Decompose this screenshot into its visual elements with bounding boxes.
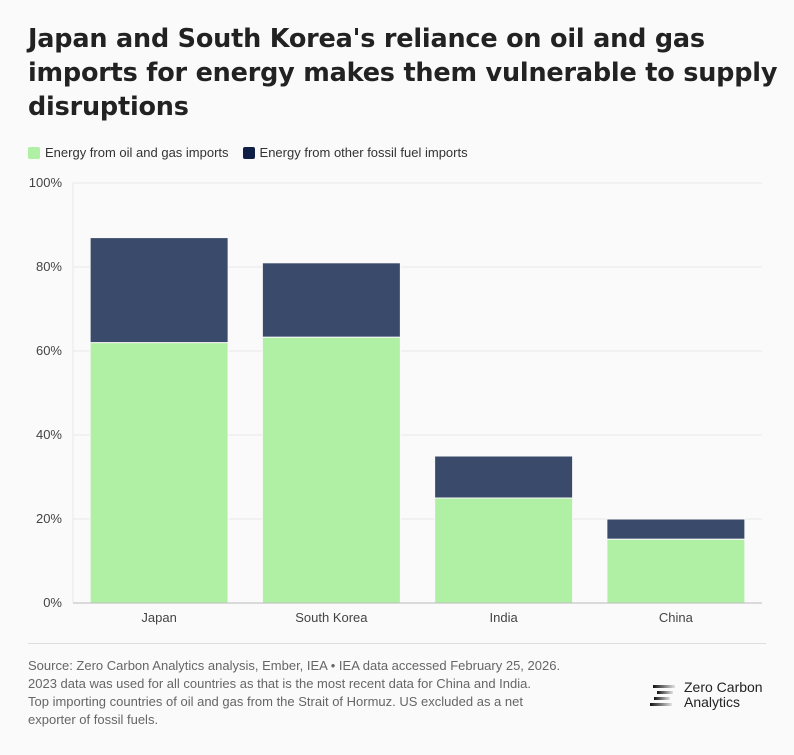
x-tick-label: China xyxy=(659,610,694,625)
x-tick-label: South Korea xyxy=(295,610,368,625)
logo-text: Analytics xyxy=(684,694,741,710)
y-tick-label: 0% xyxy=(43,595,62,610)
footer-notes: Source: Zero Carbon Analytics analysis, … xyxy=(28,657,648,729)
legend-item-oil-gas: Energy from oil and gas imports xyxy=(28,145,229,160)
footnote: 2023 data was used for all countries as … xyxy=(28,676,531,691)
bar-chart: 0% 20% 40% 60% 80% 100% Japan South Korea India C… xyxy=(29,175,762,625)
legend-swatch xyxy=(242,146,255,159)
legend-label: Energy from other fossil fuel imports xyxy=(259,145,468,160)
bar-other xyxy=(261,262,401,338)
x-tick-label: Japan xyxy=(141,610,176,625)
zero-carbon-analytics-logo: Zero Carbon Analytics xyxy=(650,680,763,710)
legend-label: Energy from oil and gas imports xyxy=(45,145,229,160)
chart-title: Japan and South Korea's reliance on oil … xyxy=(28,24,778,122)
legend-item-other: Energy from other fossil fuel imports xyxy=(242,145,468,160)
bar-other xyxy=(606,518,746,540)
y-tick-label: 40% xyxy=(36,427,62,442)
bar-other xyxy=(89,237,229,344)
x-tick-label: India xyxy=(490,610,519,625)
bar-oil-gas xyxy=(261,336,401,604)
bar-oil-gas xyxy=(89,342,229,604)
divider xyxy=(28,643,766,644)
legend: Energy from oil and gas imports Energy f… xyxy=(28,145,468,160)
footnote: Top importing countries of oil and gas f… xyxy=(28,694,523,709)
y-tick-label: 80% xyxy=(36,259,62,274)
bar-oil-gas xyxy=(434,497,574,604)
y-tick-label: 60% xyxy=(36,343,62,358)
y-tick-label: 100% xyxy=(29,175,63,190)
y-tick-label: 20% xyxy=(36,511,62,526)
logo-mark-icon xyxy=(650,685,675,706)
source-note: Source: Zero Carbon Analytics analysis, … xyxy=(28,658,561,673)
footnote: exporter of fossil fuels. xyxy=(28,712,159,727)
logo-text: Zero Carbon xyxy=(684,679,763,695)
bar-other xyxy=(434,455,574,499)
bar-oil-gas xyxy=(606,538,746,604)
legend-swatch xyxy=(28,146,40,159)
